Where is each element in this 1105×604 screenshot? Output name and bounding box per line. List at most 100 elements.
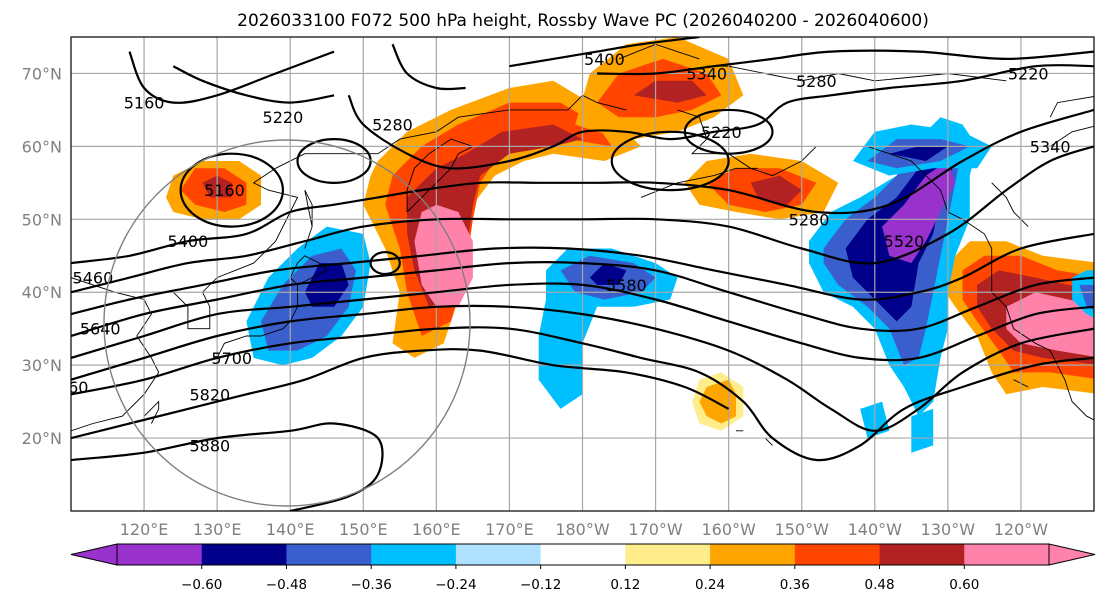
x-tick-label: 150°E bbox=[339, 520, 388, 539]
colorbar-tick-label: −0.48 bbox=[266, 577, 307, 593]
colorbar-segment bbox=[710, 544, 796, 565]
anomaly-region-arc-br bbox=[633, 80, 707, 103]
x-tick-label: 130°W bbox=[921, 520, 976, 539]
contour-label: 5700 bbox=[211, 349, 252, 368]
x-axis-ticks: 120°E 130°E 140°E 150°E 160°E 170°E 180°W 170°W… bbox=[120, 520, 1049, 539]
height-contour-14 bbox=[391, 43, 466, 91]
height-contour-closed-2 bbox=[610, 130, 730, 192]
colorbar-segment bbox=[540, 544, 626, 565]
height-contour-8 bbox=[71, 348, 730, 440]
colorbar-tick-label: −0.60 bbox=[181, 577, 222, 593]
coastline-8 bbox=[640, 167, 758, 198]
contour-label: 5160 bbox=[124, 94, 165, 113]
height-contour-13 bbox=[172, 65, 335, 104]
colorbar-segment bbox=[286, 544, 372, 565]
colorbar-tick-label: 0.12 bbox=[610, 577, 640, 593]
colorbar-frame bbox=[116, 543, 1050, 566]
height-contour-12 bbox=[128, 50, 335, 104]
height-contour-3 bbox=[71, 261, 1094, 338]
anomaly-region-goa-br bbox=[750, 175, 802, 205]
x-tick-label: 130°E bbox=[193, 520, 242, 539]
colorbar-extend-low bbox=[70, 543, 118, 566]
x-tick-label: 170°W bbox=[628, 520, 683, 539]
height-contour-9 bbox=[347, 64, 1094, 170]
colorbar-segment bbox=[455, 544, 542, 565]
y-tick-label: 40°N bbox=[22, 283, 62, 302]
colorbar-segment bbox=[371, 544, 457, 565]
colorbar-segment bbox=[879, 544, 965, 565]
coastline-10 bbox=[1049, 125, 1094, 147]
height-contour-closed-1 bbox=[179, 152, 285, 228]
colorbar-tick-label: 0.24 bbox=[695, 577, 725, 593]
contour-label: 5520 bbox=[884, 232, 925, 251]
anomaly-region-eus-bl bbox=[1079, 284, 1094, 311]
anomaly-region-jpn-nv bbox=[304, 263, 349, 307]
colorbar-tick-label: −0.36 bbox=[350, 577, 391, 593]
anomaly-region-cpc-nv bbox=[589, 263, 627, 285]
height-contour-5 bbox=[71, 304, 1094, 432]
contour-label: 5220 bbox=[1008, 64, 1049, 83]
anomaly-region-stp-or bbox=[699, 379, 736, 424]
height-contour-4 bbox=[71, 282, 1094, 362]
coastline-3 bbox=[304, 189, 313, 249]
coastline-11 bbox=[1049, 96, 1094, 118]
y-tick-label: 30°N bbox=[22, 356, 62, 375]
x-tick-label: 120°W bbox=[994, 520, 1049, 539]
map-frame bbox=[70, 36, 1095, 512]
height-contour-0 bbox=[71, 108, 1094, 265]
coastline-6 bbox=[706, 65, 1007, 82]
contour-label: 5640 bbox=[80, 320, 121, 339]
contour-label: 5340 bbox=[686, 64, 727, 83]
anomaly-region-nen-nv bbox=[889, 146, 948, 161]
x-tick-label: 180°W bbox=[555, 520, 610, 539]
contour-label: 5280 bbox=[796, 72, 837, 91]
contour-label: 5820 bbox=[189, 385, 230, 404]
coastline-13 bbox=[764, 437, 773, 446]
map-panel: 5160 5220 5280 5400 5340 5280 5220 5220 5340 5160… bbox=[68, 37, 1094, 511]
colorbar-segment bbox=[117, 544, 203, 565]
contour-label: 5280 bbox=[789, 210, 830, 229]
height-contour-closed-3 bbox=[683, 108, 774, 155]
coastline-0 bbox=[71, 277, 160, 432]
y-tick-label: 60°N bbox=[22, 137, 62, 156]
x-tick-label: 120°E bbox=[120, 520, 169, 539]
colorbar-extend-high bbox=[1048, 543, 1096, 566]
focus-circle bbox=[103, 139, 471, 507]
x-tick-label: 160°E bbox=[412, 520, 461, 539]
height-contour-11 bbox=[597, 49, 1094, 76]
contour-label: 60 bbox=[68, 378, 88, 397]
contour-label: 5220 bbox=[263, 108, 304, 127]
x-tick-label: 160°W bbox=[701, 520, 756, 539]
height-contour-closed-4 bbox=[369, 251, 401, 276]
height-contour-6 bbox=[71, 326, 1094, 462]
x-tick-label: 140°W bbox=[848, 520, 903, 539]
coastline-1 bbox=[151, 94, 627, 330]
contour-label: 5340 bbox=[1030, 137, 1071, 156]
gridlines bbox=[71, 37, 1094, 511]
x-tick-label: 140°E bbox=[266, 520, 315, 539]
contour-label: 5580 bbox=[606, 276, 647, 295]
colorbar-segment bbox=[625, 544, 711, 565]
height-contours bbox=[71, 37, 1094, 511]
height-contour-2 bbox=[71, 232, 1094, 316]
anomaly-region-stp3-sk bbox=[911, 408, 934, 453]
colorbar-segment bbox=[201, 544, 287, 565]
contour-label: 5160 bbox=[204, 181, 245, 200]
y-axis-ticks: 20°N 30°N 40°N 50°N 60°N 70°N bbox=[22, 64, 62, 448]
x-tick-label: 150°W bbox=[775, 520, 830, 539]
y-tick-label: 20°N bbox=[22, 429, 62, 448]
chart-title: 2026033100 F072 500 hPa height, Rossby W… bbox=[237, 11, 929, 31]
colorbar-tick-label: −0.24 bbox=[435, 577, 476, 593]
anomaly-region-kam-pk bbox=[414, 204, 473, 307]
colorbar-tick-label: 0.36 bbox=[780, 577, 810, 593]
contour-labels: 5160 5220 5280 5400 5340 5280 5220 5220 5340 5160… bbox=[68, 50, 1071, 455]
colorbar-segment bbox=[964, 544, 1050, 565]
contour-label: 5220 bbox=[701, 123, 742, 142]
colorbar-segment bbox=[794, 544, 881, 565]
colorbar-tick-label: −0.12 bbox=[520, 577, 561, 593]
contour-label: 5460 bbox=[73, 269, 114, 288]
y-tick-label: 50°N bbox=[22, 210, 62, 229]
coastline-7 bbox=[677, 109, 1094, 421]
contour-label: 5400 bbox=[584, 50, 625, 69]
